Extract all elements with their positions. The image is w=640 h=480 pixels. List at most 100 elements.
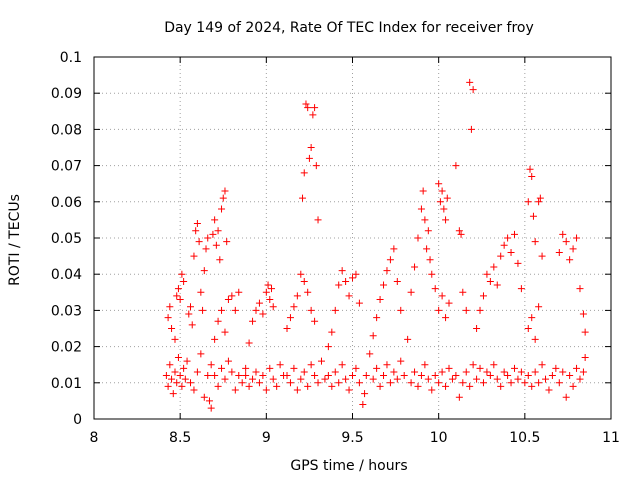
data-point bbox=[562, 393, 570, 401]
data-point bbox=[235, 288, 243, 296]
data-point bbox=[510, 364, 518, 372]
data-point bbox=[218, 364, 226, 372]
data-point bbox=[259, 372, 267, 380]
data-point bbox=[528, 172, 536, 180]
data-point bbox=[283, 372, 291, 380]
data-point bbox=[445, 364, 453, 372]
data-point bbox=[300, 368, 308, 376]
data-point bbox=[466, 78, 474, 86]
data-point bbox=[486, 277, 494, 285]
data-point bbox=[528, 382, 536, 390]
data-point bbox=[335, 281, 343, 289]
data-point bbox=[181, 375, 189, 383]
data-point bbox=[324, 343, 332, 351]
data-point bbox=[393, 277, 401, 285]
data-point bbox=[297, 270, 305, 278]
data-point bbox=[268, 285, 276, 293]
data-point bbox=[342, 277, 350, 285]
data-point bbox=[376, 382, 384, 390]
data-point bbox=[555, 248, 563, 256]
data-point bbox=[440, 205, 448, 213]
data-point bbox=[555, 379, 563, 387]
data-point bbox=[164, 382, 172, 390]
data-point bbox=[307, 361, 315, 369]
data-point bbox=[497, 382, 505, 390]
data-point bbox=[307, 144, 315, 151]
data-point bbox=[197, 350, 205, 358]
data-point bbox=[369, 332, 377, 340]
x-tick-label: 10 bbox=[430, 430, 448, 446]
data-point bbox=[231, 386, 239, 394]
data-point bbox=[349, 372, 356, 380]
data-point bbox=[404, 335, 412, 343]
data-point bbox=[188, 321, 196, 329]
data-point bbox=[266, 296, 274, 304]
data-point bbox=[411, 263, 419, 271]
y-tick-label: 0.05 bbox=[51, 231, 82, 247]
data-point bbox=[473, 325, 481, 332]
data-point bbox=[204, 234, 212, 242]
y-tick-label: 0.09 bbox=[51, 86, 82, 102]
data-point bbox=[393, 375, 401, 383]
data-point bbox=[400, 372, 408, 380]
data-point bbox=[205, 397, 213, 405]
data-point bbox=[349, 274, 356, 282]
data-point bbox=[328, 328, 336, 336]
data-point bbox=[390, 245, 398, 253]
data-point bbox=[524, 372, 532, 380]
data-point bbox=[493, 375, 501, 383]
data-point bbox=[473, 375, 481, 383]
data-point bbox=[266, 364, 274, 372]
data-point bbox=[573, 364, 581, 372]
data-point bbox=[538, 252, 546, 260]
data-point bbox=[202, 245, 210, 253]
data-point bbox=[431, 285, 439, 293]
data-point bbox=[304, 288, 312, 296]
data-point bbox=[457, 230, 465, 238]
data-point bbox=[252, 306, 260, 314]
data-point bbox=[369, 375, 377, 383]
data-point bbox=[219, 194, 227, 202]
data-point bbox=[169, 390, 177, 398]
x-tick-label: 9 bbox=[262, 430, 271, 446]
data-point bbox=[342, 375, 350, 383]
data-point bbox=[438, 368, 446, 376]
data-point bbox=[514, 259, 522, 267]
data-point bbox=[200, 267, 208, 275]
data-point bbox=[168, 375, 176, 383]
data-point bbox=[286, 314, 294, 322]
data-point bbox=[576, 375, 584, 383]
data-point bbox=[535, 303, 543, 311]
data-point bbox=[361, 390, 369, 398]
data-point bbox=[221, 187, 229, 195]
data-point bbox=[224, 357, 232, 365]
data-point bbox=[304, 104, 312, 112]
data-point bbox=[455, 227, 463, 235]
data-point bbox=[479, 292, 487, 300]
data-point bbox=[531, 238, 539, 246]
data-point bbox=[376, 296, 384, 304]
y-tick-label: 0.07 bbox=[51, 159, 82, 175]
data-point bbox=[497, 252, 505, 260]
data-point bbox=[312, 162, 320, 170]
y-tick-label: 0 bbox=[73, 412, 82, 428]
data-point bbox=[242, 364, 250, 372]
x-tick-label: 9.5 bbox=[341, 430, 363, 446]
data-point bbox=[417, 205, 425, 213]
data-point bbox=[235, 372, 243, 380]
data-point bbox=[204, 372, 212, 380]
data-point bbox=[373, 314, 381, 322]
data-point bbox=[452, 162, 460, 170]
data-point bbox=[407, 379, 415, 387]
y-tick-label: 0.1 bbox=[60, 50, 82, 66]
data-point bbox=[214, 227, 222, 235]
data-point bbox=[211, 335, 219, 343]
y-tick-label: 0.03 bbox=[51, 303, 82, 319]
data-point bbox=[305, 154, 313, 162]
data-point bbox=[290, 364, 298, 372]
data-point bbox=[435, 379, 443, 387]
data-point bbox=[228, 292, 236, 300]
data-point bbox=[178, 382, 186, 390]
data-point bbox=[442, 314, 450, 322]
data-point bbox=[180, 364, 188, 372]
